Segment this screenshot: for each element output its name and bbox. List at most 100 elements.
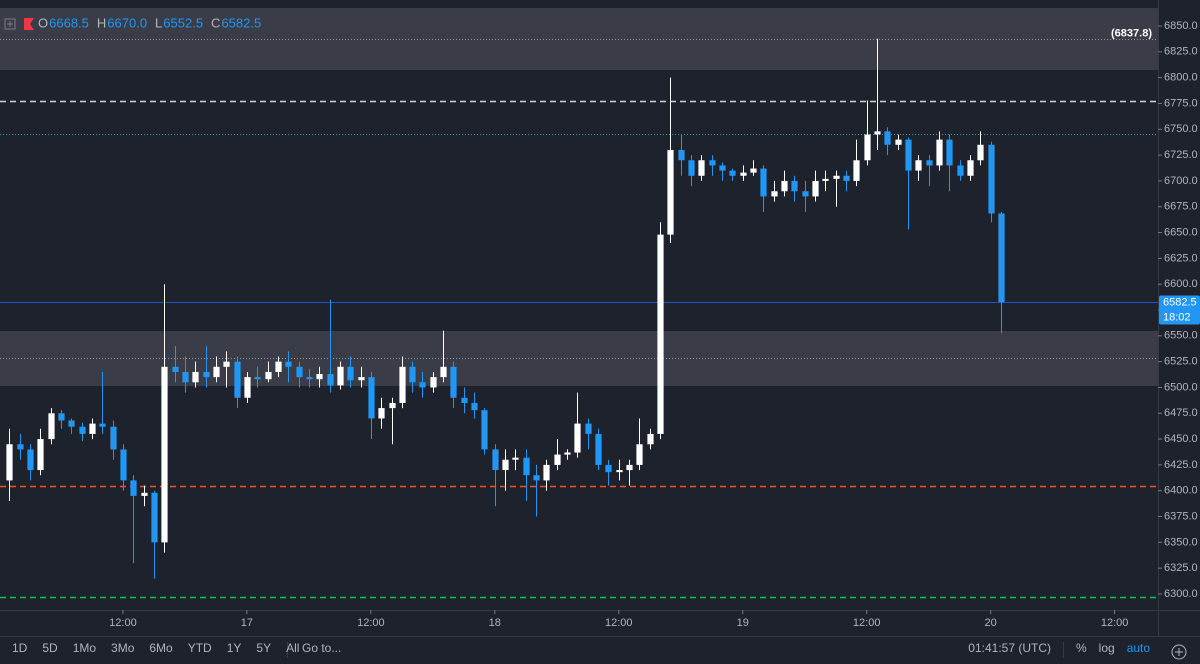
candle-body xyxy=(409,366,416,383)
candle-body xyxy=(296,366,303,378)
candle-body xyxy=(244,377,251,398)
y-tick-label: 6550.0 xyxy=(1164,330,1198,342)
candle-body xyxy=(864,134,871,161)
candle-body xyxy=(110,426,117,450)
y-tick-label: 6450.0 xyxy=(1164,433,1198,445)
y-tick-label: 6425.0 xyxy=(1164,459,1198,471)
x-tick-label: 20 xyxy=(985,617,997,629)
y-tick-label: 6300.0 xyxy=(1164,588,1198,600)
candle-body xyxy=(812,180,819,197)
candle-body xyxy=(399,366,406,403)
candle-body xyxy=(936,139,943,166)
candle-body xyxy=(802,191,809,197)
candle-body xyxy=(48,413,55,440)
candle-body xyxy=(419,382,426,388)
candle-body xyxy=(161,366,168,543)
candle-body xyxy=(461,397,468,403)
scale-option[interactable]: auto xyxy=(1127,641,1151,655)
candle-body xyxy=(771,191,778,197)
symbol-flag xyxy=(24,18,34,30)
range-button[interactable]: 1D xyxy=(12,641,28,655)
candle-body xyxy=(368,377,375,419)
candle-body xyxy=(130,480,137,496)
candle-body xyxy=(853,160,860,181)
x-tick-label: 18 xyxy=(489,617,501,629)
candle-body xyxy=(543,464,550,481)
candle-body xyxy=(750,168,757,173)
toolbar xyxy=(0,636,1200,664)
toolbar-items: 1D 5D 1Mo 3Mo 6Mo YTD 1Y 5Y All Go to... 01:41:57 … xyxy=(12,641,1187,660)
candle-body xyxy=(554,454,561,465)
range-button[interactable]: All xyxy=(286,641,299,655)
range-button[interactable]: 5Y xyxy=(256,641,271,655)
candle-body xyxy=(450,366,457,398)
countdown: 18:02 xyxy=(1163,311,1191,323)
candle-body xyxy=(967,160,974,176)
candle-body xyxy=(636,444,643,465)
y-tick-label: 6800.0 xyxy=(1164,72,1198,84)
candle-body xyxy=(678,149,685,161)
candle-body xyxy=(17,444,24,450)
scale-option[interactable]: % xyxy=(1076,641,1087,655)
legend-value: 6668.5 xyxy=(49,15,89,30)
candle-body xyxy=(533,475,540,481)
candle-body xyxy=(389,402,396,409)
range-button[interactable]: 1Y xyxy=(227,641,242,655)
candle-body xyxy=(471,402,478,411)
candle-body xyxy=(657,234,664,434)
candle-body xyxy=(564,452,571,455)
candle-body xyxy=(68,420,75,427)
candle-body xyxy=(709,160,716,166)
plot-area: (6837.8) xyxy=(0,8,1158,599)
candle-body xyxy=(316,374,323,380)
candle-body xyxy=(141,492,148,496)
candle-body xyxy=(833,175,840,179)
candle-body xyxy=(843,175,850,181)
candle-body xyxy=(378,408,385,419)
y-tick-label: 6475.0 xyxy=(1164,407,1198,419)
candle-body xyxy=(285,361,292,367)
candle-body xyxy=(822,178,829,181)
settings-icon[interactable] xyxy=(1171,644,1187,660)
range-button[interactable]: 5D xyxy=(42,641,58,655)
candle-body xyxy=(585,423,592,434)
candle-body xyxy=(512,457,519,460)
x-tick-label: 12:00 xyxy=(1101,617,1129,629)
y-tick-label: 6375.0 xyxy=(1164,510,1198,522)
x-tick-label: 12:00 xyxy=(853,617,881,629)
candle-body xyxy=(79,426,86,434)
legend-value: 6582.5 xyxy=(221,15,261,30)
range-button[interactable]: 6Mo xyxy=(149,641,173,655)
y-tick-label: 6325.0 xyxy=(1164,562,1198,574)
candle-body xyxy=(915,160,922,171)
x-tick-label: 19 xyxy=(737,617,749,629)
y-tick-label: 6400.0 xyxy=(1164,485,1198,497)
axes: 6300.0 6325.0 6350.0 6375.0 6400.0 6425.0 6450… xyxy=(109,20,1200,629)
candle-body xyxy=(58,413,65,421)
x-tick-label: 17 xyxy=(241,617,253,629)
y-tick-label: 6500.0 xyxy=(1164,381,1198,393)
level-label: (6837.8) xyxy=(1111,27,1152,39)
collapse-icon[interactable] xyxy=(4,18,16,30)
candle-body xyxy=(430,377,437,388)
candle-body xyxy=(502,459,509,471)
y-tick-label: 6625.0 xyxy=(1164,252,1198,264)
candle-body xyxy=(523,457,530,476)
range-button[interactable]: 3Mo xyxy=(111,641,135,655)
candle-body xyxy=(647,433,654,445)
candle-body xyxy=(151,492,158,543)
candle-body xyxy=(688,160,695,176)
candle-body xyxy=(760,168,767,197)
last-price-label: 6582.5 xyxy=(1163,296,1197,308)
range-button[interactable]: YTD xyxy=(188,641,212,655)
range-button[interactable]: 1Mo xyxy=(73,641,97,655)
goto-button[interactable]: Go to... xyxy=(302,641,341,655)
scale-option[interactable]: log xyxy=(1099,641,1115,655)
candle-body xyxy=(27,449,34,471)
clock: 01:41:57 (UTC) xyxy=(968,641,1051,655)
candle-body xyxy=(998,213,1005,303)
candle-body xyxy=(203,371,210,378)
candle-body xyxy=(306,377,313,380)
